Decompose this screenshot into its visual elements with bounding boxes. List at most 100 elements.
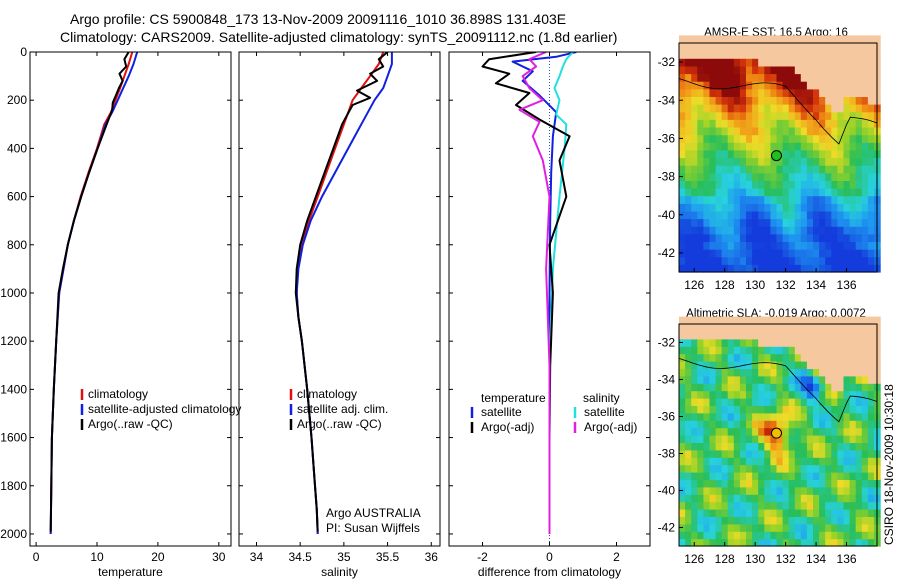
map-cell (861, 188, 869, 197)
map-cell (867, 149, 875, 159)
map-cell (776, 412, 784, 421)
map-cell (733, 353, 741, 362)
map-cell (837, 65, 845, 75)
map-cell (776, 210, 784, 220)
map-cell (727, 88, 735, 97)
map-cell (788, 523, 796, 532)
map-cell (819, 195, 826, 204)
map-cell (776, 361, 784, 369)
x-tick-label: 0 (546, 550, 553, 564)
map-cell (739, 157, 747, 166)
map-cell (788, 81, 796, 90)
map-cell (733, 35, 741, 44)
map-cell (764, 516, 771, 525)
map-cell (746, 65, 753, 75)
map-cell (727, 111, 735, 120)
map-cell (709, 338, 717, 347)
map-y-tick-label: -38 (658, 170, 676, 184)
map-cell (758, 233, 765, 242)
map-cell (800, 383, 808, 392)
map-cell (727, 331, 735, 340)
map-cell (697, 111, 704, 120)
map-cell (685, 383, 692, 392)
map-cell (715, 210, 723, 220)
map-cell (709, 157, 717, 166)
map-cell (831, 172, 838, 181)
map-cell (788, 165, 796, 174)
map-cell (703, 188, 711, 197)
legend-label: satellite (584, 405, 625, 419)
map-cell (752, 180, 759, 189)
map-cell (776, 233, 784, 242)
map-cell (679, 241, 686, 250)
map-cell (813, 316, 820, 325)
map-cell (855, 241, 863, 250)
map-cell (770, 523, 778, 532)
map-cell (691, 420, 698, 429)
map-cell (697, 316, 704, 325)
map-cell (746, 324, 753, 332)
map-cell (764, 50, 771, 59)
map-cell (849, 43, 857, 52)
map-cell (782, 157, 790, 166)
map-cell (831, 218, 838, 227)
map-cell (782, 479, 790, 488)
map-cell (855, 405, 863, 414)
map-cell (679, 353, 686, 362)
map-cell (837, 324, 845, 332)
temperature-panel: 0 10 20 30020040060080010001200140016001800… (0, 45, 241, 579)
map-cell (764, 203, 771, 212)
map-cell (849, 172, 857, 181)
map-cell (867, 256, 875, 265)
map-cell (813, 449, 820, 458)
map-y-tick-label: -36 (658, 410, 676, 424)
map-cell (721, 420, 729, 429)
map-cell (770, 127, 778, 136)
map-cell (727, 134, 735, 143)
map-cell (715, 501, 723, 510)
map-cell (739, 96, 747, 105)
map-cell (697, 43, 704, 52)
map-cell (746, 111, 753, 120)
map-cell (697, 353, 704, 362)
map-cell (825, 35, 832, 44)
map-cell (788, 134, 796, 143)
map-cell (800, 96, 808, 105)
map-cell (715, 35, 723, 44)
map-cell (715, 464, 723, 473)
map-cell (837, 81, 845, 90)
map-cell (685, 464, 692, 473)
map-cell (788, 73, 796, 82)
map-cell (733, 218, 741, 227)
map-cell (806, 104, 814, 113)
map-cell (685, 368, 692, 377)
map-cell (691, 81, 698, 90)
map-cell (733, 472, 741, 480)
map-cell (709, 412, 717, 421)
map-cell (837, 119, 845, 128)
map-cell (788, 264, 796, 273)
map-cell (739, 324, 747, 332)
map-cell (861, 226, 869, 235)
map-cell (837, 226, 845, 235)
map-cell (788, 427, 796, 436)
map-cell (776, 104, 784, 113)
map-cell (800, 368, 808, 377)
map-cell (727, 188, 735, 197)
map-cell (746, 464, 753, 473)
map-cell (825, 96, 832, 105)
map-cell (855, 134, 863, 143)
map-cell (782, 180, 790, 189)
map-cell (727, 435, 735, 443)
map-cell (867, 538, 875, 547)
map-cell (776, 50, 784, 59)
map-cell (709, 264, 717, 273)
map-cell (782, 338, 790, 347)
map-cell (867, 509, 875, 517)
map-cell (782, 233, 790, 242)
map-cell (758, 165, 765, 174)
map-cell (813, 523, 820, 532)
map-cell (837, 435, 845, 443)
map-cell (813, 50, 820, 59)
